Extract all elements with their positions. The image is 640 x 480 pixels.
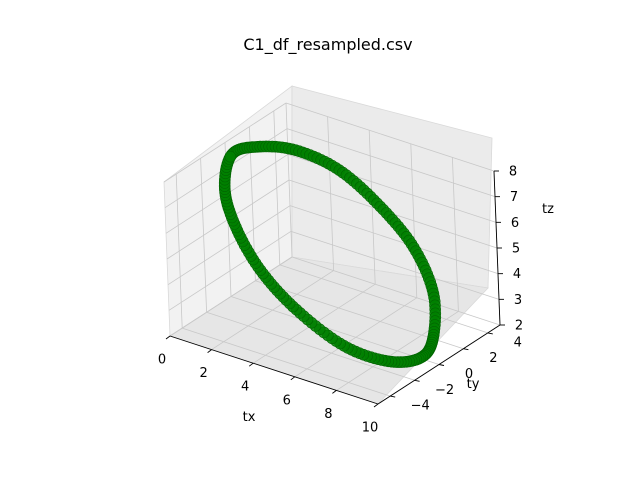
grid-line-z-back [285,102,495,172]
y-tick-label: 0 [465,367,473,382]
y-tick-mark [390,395,396,398]
x-tick-label: 10 [362,421,379,436]
x-tick-mark [290,376,296,381]
y-tick-label: 4 [514,335,522,350]
grid-line-y-floor [182,327,391,397]
x-tick-mark [248,362,254,367]
y-tick-label: −2 [435,383,454,398]
x-tick-mark [165,335,171,340]
axes [165,170,505,408]
grid-line-z-side [163,102,287,183]
z-tick-label: 5 [512,242,520,257]
z-tick-label: 6 [511,216,519,231]
x-tick-label: 8 [324,407,332,422]
z-tick-label: 4 [513,267,521,282]
y-tick-label: 2 [489,351,497,366]
x-tick-label: 4 [241,380,249,395]
grid-line-z-back [289,205,499,275]
chart-title: C1_df_resampled.csv [243,35,412,55]
z-tick-label: 3 [514,293,522,308]
grid-line-y-floor [230,296,440,365]
y-tick-mark [438,364,445,366]
grid-line-z-side [168,230,292,311]
grid-line-z-back [290,230,500,300]
grid-line-z-back [286,128,496,198]
grid-line-y-floor [279,264,488,334]
x-tick-mark [207,349,212,353]
y-tick-label: −4 [411,399,430,414]
x-axis-line [169,335,379,405]
y-tick-mark [414,379,420,382]
z-tick-label: 7 [510,190,518,205]
grid-line-z-side [169,256,293,337]
x-tick-label: 0 [158,353,166,368]
y-axis-label: ty [467,377,480,392]
data-points [218,140,442,368]
y-tick-mark [487,332,493,335]
z-axis-label: tz [542,202,554,217]
x-tick-label: 6 [283,393,291,408]
x-axis-label: tx [243,410,256,425]
x-tick-mark [332,390,337,394]
data-point [224,150,237,163]
grid-line-z-side [167,205,291,286]
z-tick-label: 2 [515,319,523,334]
y-tick-mark [463,348,469,351]
z-tick-label: 8 [509,165,517,180]
pane-back [291,85,493,289]
x-tick-label: 2 [199,366,207,381]
grid-line-z-back [291,256,501,326]
grid-line-y-floor [206,311,415,381]
x-tick-mark [373,403,379,408]
